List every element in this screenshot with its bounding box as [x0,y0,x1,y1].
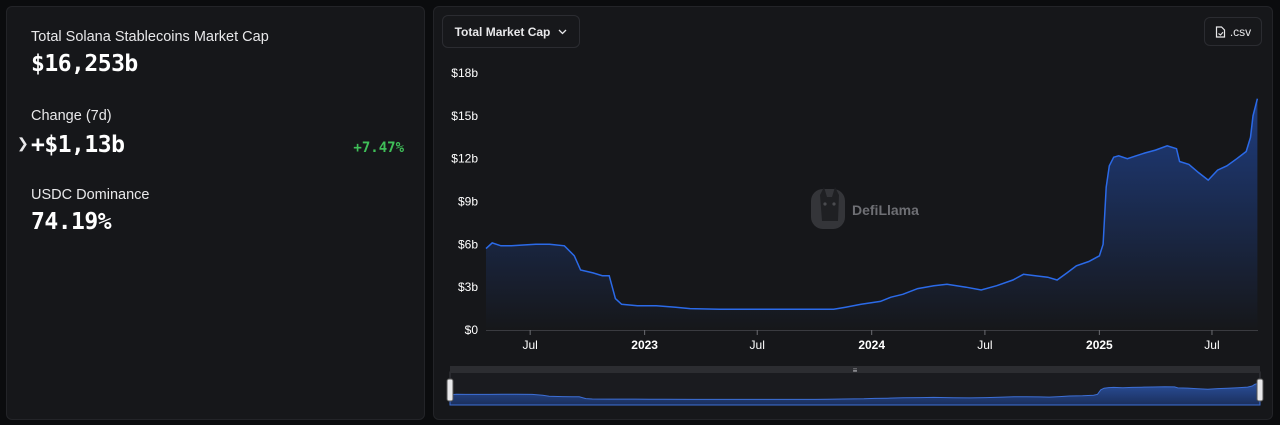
y-tick-label: $18b [451,66,478,80]
x-axis: Jul 2023 Jul 2024 Jul 2025 Jul [486,330,1258,352]
y-tick-label: $3b [458,280,478,294]
x-tick-label: 2024 [858,338,885,352]
chevron-right-icon[interactable]: ❯ [17,135,29,151]
metric-select-label: Total Market Cap [454,24,551,39]
chevron-down-icon [558,29,567,34]
y-tick-label: $15b [451,109,478,123]
market-cap-label: Total Solana Stablecoins Market Cap [31,29,269,45]
y-tick-label: $0 [465,323,479,337]
watermark-text: DefiLlama [852,202,919,218]
market-cap-chart: $0$3b$6b$9b$12b$15b$18b Jul 2023 Jul 2024 Ju… [446,66,1264,406]
llama-logo-icon [811,187,845,229]
x-tick-label: Jul [977,338,992,352]
change-value: +$1,13b [31,132,125,158]
x-tick-label: Jul [1204,338,1219,352]
y-tick-label: $12b [451,152,478,166]
csv-label: .csv [1229,24,1252,39]
brush-area [449,382,1261,406]
chart-panel: $0 $3b $6b $9b $12b $15b $18b Jul 2023 Jul 2024 Ju… [433,6,1273,420]
market-cap-value: $16,253b [31,51,138,77]
dominance-value: 74.19% [31,209,112,235]
defillama-watermark: DefiLlama [811,187,919,229]
market-cap-area [486,98,1258,330]
csv-download-button[interactable]: .csv [1204,17,1262,46]
y-tick-label: $9b [458,195,478,209]
change-label: Change (7d) [31,108,112,124]
brush-handle-left[interactable] [446,378,454,402]
file-icon [1215,25,1225,38]
brush-grip-icon[interactable]: ≡ [853,366,858,375]
market-cap-line [485,98,1259,311]
stats-panel: Total Solana Stablecoins Market Cap $16,… [6,6,425,420]
y-tick-label: $6b [458,237,478,251]
y-axis: $0 $3b $6b $9b $12b $15b $18b [451,66,478,337]
brush-handle-right[interactable] [1256,378,1264,402]
brush-track[interactable] [450,366,1260,373]
change-percent: +7.47% [353,140,404,156]
x-tick-label: 2023 [631,338,658,352]
x-tick-label: Jul [522,338,537,352]
x-tick-label: 2025 [1086,338,1113,352]
dominance-label: USDC Dominance [31,187,150,203]
metric-select[interactable]: Total Market Cap [442,15,580,48]
range-brush[interactable]: ≡ [446,366,1264,406]
x-tick-label: Jul [750,338,765,352]
